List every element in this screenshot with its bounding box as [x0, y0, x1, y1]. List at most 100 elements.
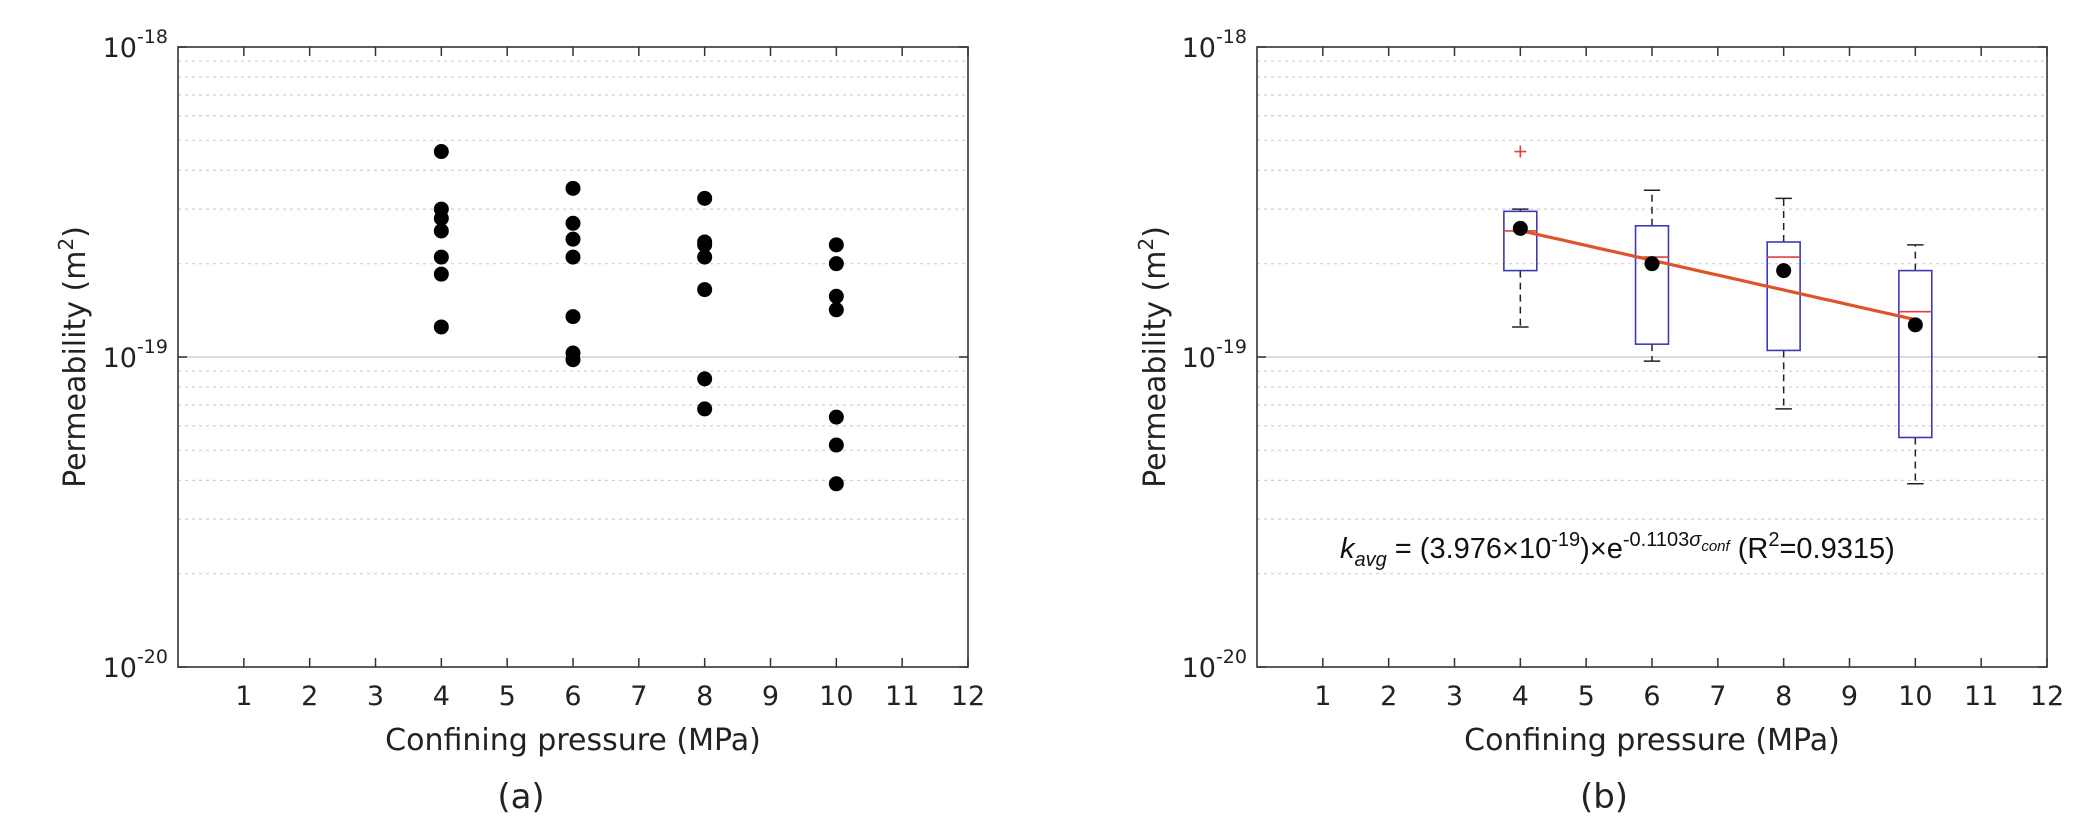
x-tick-label: 11 [1964, 681, 1998, 712]
x-tick-label: 1 [1314, 681, 1331, 712]
eq-times-2: × [1590, 533, 1607, 565]
data-point [433, 319, 449, 335]
y-tick-exponent: -18 [137, 26, 168, 48]
mean-point [1512, 220, 1528, 236]
panel-a-y-axis-label: Permeability (m2) [54, 226, 93, 488]
y-tick-label: 10-20 [1182, 646, 1247, 684]
y-tick-label: 10-19 [1182, 336, 1247, 374]
box [1503, 210, 1538, 272]
data-point [433, 249, 449, 265]
eq-close-paren: ) [1580, 533, 1590, 565]
panel-a-data-points [433, 144, 844, 492]
eq-k: k [1340, 533, 1356, 565]
outlier-marker [1514, 145, 1527, 158]
mean-point [1907, 317, 1923, 333]
y-tick-label: 10-18 [103, 26, 168, 64]
panel-b-caption: (b) [1580, 777, 1628, 817]
eq-coefficient: = (3.976 [1387, 533, 1502, 565]
data-point [565, 352, 581, 368]
data-point [828, 256, 844, 272]
x-tick-label: 2 [1380, 681, 1397, 712]
x-tick-label: 7 [1709, 681, 1726, 712]
x-tick-label: 1 [235, 681, 252, 712]
data-point [697, 371, 713, 387]
data-point [565, 309, 581, 325]
box [1766, 241, 1801, 352]
data-point [565, 249, 581, 265]
data-point [697, 401, 713, 417]
panel-a-x-axis-label: Confining pressure (MPa) [385, 723, 761, 758]
data-point [565, 215, 581, 231]
data-point [828, 476, 844, 492]
data-point [697, 249, 713, 265]
data-point [433, 144, 449, 160]
x-tick-label: 4 [1512, 681, 1529, 712]
panel-a-y-label-tail: ) [58, 226, 93, 238]
panel-b-fit-curve [1519, 229, 1916, 322]
data-point [565, 180, 581, 196]
data-point [828, 302, 844, 318]
y-tick-base: 10 [103, 343, 137, 374]
box [1898, 269, 1933, 439]
y-tick-base: 10 [103, 653, 137, 684]
eq-times-1: × [1502, 533, 1519, 565]
x-tick-label: 10 [1898, 681, 1932, 712]
mean-point [1776, 263, 1792, 279]
eq-e: e [1607, 533, 1623, 565]
x-tick-label: 10 [819, 681, 853, 712]
x-tick-label: 5 [499, 681, 516, 712]
x-tick-label: 12 [2030, 681, 2064, 712]
x-tick-label: 4 [433, 681, 450, 712]
x-tick-label: 8 [1775, 681, 1792, 712]
y-tick-exponent: -20 [1216, 646, 1247, 668]
panel-b-boxplots [1503, 145, 1933, 485]
eq-k-subscript: avg [1355, 549, 1387, 571]
eq-sigma: σ [1689, 529, 1702, 551]
panel-b-y-label-tail: ) [1138, 226, 1173, 238]
x-tick-label: 5 [1578, 681, 1595, 712]
panel-b-mean-points [1512, 220, 1923, 333]
x-tick-label: 9 [762, 681, 779, 712]
y-tick-exponent: -20 [137, 646, 168, 668]
y-tick-label: 10-18 [1182, 26, 1247, 64]
y-tick-base: 10 [1182, 343, 1216, 374]
mean-point [1644, 256, 1660, 272]
eq-e-exponent: -0.1103 [1623, 529, 1689, 551]
panel-a-x-ticks: 1 2 3 4 5 6 7 8 9 10 11 12 [235, 47, 985, 712]
data-point [828, 288, 844, 304]
data-point [697, 282, 713, 298]
data-point [828, 237, 844, 253]
data-point [433, 266, 449, 282]
panel-a-y-label-superscript: 2 [54, 238, 78, 251]
panel-a-caption: (a) [497, 777, 544, 817]
y-tick-base: 10 [103, 33, 137, 64]
exponential-fit-line [1519, 229, 1916, 322]
x-tick-label: 6 [1643, 681, 1660, 712]
y-tick-exponent: -19 [1216, 336, 1247, 358]
x-tick-label: 9 [1841, 681, 1858, 712]
eq-r2-open: (R [1730, 533, 1769, 565]
data-point [828, 409, 844, 425]
x-tick-label: 2 [301, 681, 318, 712]
data-point [565, 231, 581, 247]
y-tick-label: 10-19 [103, 336, 168, 374]
y-tick-exponent: -19 [137, 336, 168, 358]
x-tick-label: 7 [630, 681, 647, 712]
eq-sigma-subscript: conf [1701, 538, 1731, 555]
data-point [697, 190, 713, 206]
eq-r2-superscript: 2 [1768, 529, 1779, 551]
x-tick-label: 11 [885, 681, 919, 712]
y-tick-base: 10 [1182, 33, 1216, 64]
x-tick-label: 3 [367, 681, 384, 712]
y-tick-base: 10 [1182, 653, 1216, 684]
panel-b-x-ticks: 1 2 3 4 5 6 7 8 9 10 11 12 [1314, 47, 2064, 712]
data-point [433, 223, 449, 239]
eq-ten: 10 [1519, 533, 1551, 565]
data-point [433, 210, 449, 226]
panel-b-y-axis-label: Permeability (m2) [1134, 226, 1173, 488]
box [1634, 224, 1670, 345]
eq-ten-exponent: -19 [1551, 529, 1580, 551]
